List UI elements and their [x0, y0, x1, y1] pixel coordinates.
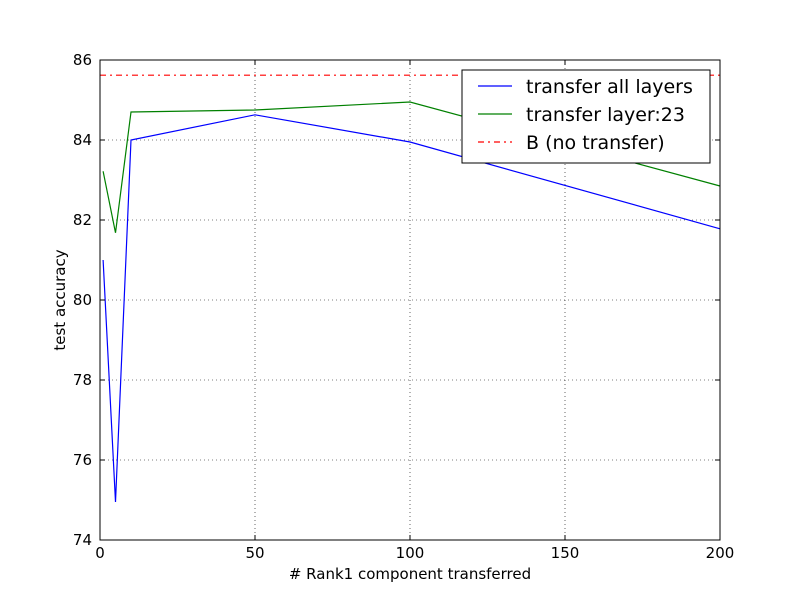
ticks: 0 50 100 150 200 74 76 78 80 82 84 86: [73, 51, 734, 562]
legend: transfer all layers transfer layer:23 B (n…: [461, 69, 711, 164]
series-line-1: [102, 114, 721, 503]
x-tick-label: 200: [706, 544, 735, 562]
x-axis-label: # Rank1 component transferred: [289, 565, 531, 583]
y-axis-label: test accuracy: [51, 249, 69, 350]
legend-label: transfer layer:23: [526, 104, 685, 126]
x-tick-label: 100: [396, 544, 425, 562]
y-tick-label: 76: [73, 451, 92, 469]
x-tick-label: 150: [551, 544, 580, 562]
x-tick-label: 50: [245, 544, 264, 562]
y-tick-label: 74: [73, 531, 92, 549]
y-tick-label: 80: [73, 291, 92, 309]
y-tick-label: 86: [73, 51, 92, 69]
y-tick-label: 78: [73, 371, 92, 389]
legend-label: B (no transfer): [526, 132, 665, 154]
legend-label: transfer all layers: [526, 76, 693, 98]
y-tick-label: 84: [73, 131, 92, 149]
y-tick-label: 82: [73, 211, 92, 229]
x-tick-label: 0: [95, 544, 105, 562]
